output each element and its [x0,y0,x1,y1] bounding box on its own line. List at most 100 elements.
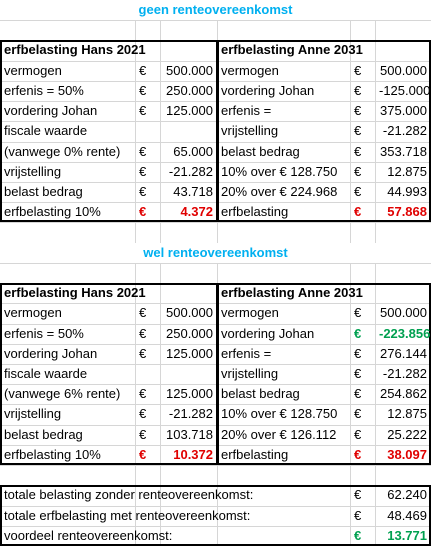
label: fiscale waarde [4,366,88,381]
value: 48.469 [387,507,427,523]
currency: € [354,204,362,220]
currency: € [354,366,362,381]
grid-line [0,404,431,406]
section-title: geen renteovereenkomst [0,0,431,20]
grid-line [0,101,431,103]
grid-line [0,505,431,507]
block-border [217,283,431,466]
value: 250.000 [166,325,213,341]
label: totale belasting zonder renteovereenkoms… [4,487,254,503]
grid-line [217,0,218,546]
label: vordering Johan [221,82,315,98]
currency: € [354,426,362,442]
label: vrijstelling [4,163,62,179]
value: 12.875 [387,406,427,422]
currency: € [354,406,362,422]
grid-line [375,0,376,546]
value: 125.000 [166,345,213,361]
label: vordering Johan [4,345,98,361]
currency: € [354,163,362,179]
value: 13.771 [387,527,427,543]
currency: € [354,487,362,503]
grid-line [135,0,136,546]
currency: € [139,143,147,159]
value: 500.000 [380,305,427,321]
grid-line [0,343,431,345]
currency: € [139,305,147,321]
currency: € [139,345,147,361]
grid-line [0,222,431,224]
currency: € [139,426,147,442]
label: vordering Johan [221,325,315,341]
value: 375.000 [380,103,427,119]
value: 353.718 [380,143,427,159]
currency: € [354,82,362,98]
currency: € [139,184,147,199]
label: vordering Johan [4,103,98,119]
grid-line [0,323,431,325]
value: 250.000 [166,82,213,98]
grid-line [0,80,431,82]
label: belast bedrag [221,143,300,159]
label: belast bedrag [4,184,83,199]
label: erfbelasting [221,204,289,220]
value: 57.868 [387,204,427,220]
currency: € [139,386,147,402]
currency: € [139,406,147,422]
label: vrijstelling [221,366,279,381]
value: -223.856 [379,325,431,341]
grid-line [0,262,431,264]
grid-line [0,525,431,527]
value: 500.000 [166,62,213,78]
value: -21.282 [382,366,427,381]
label: vermogen [221,305,279,321]
grid-line [0,202,431,204]
value: -21.282 [382,123,427,139]
totals-border [0,485,431,546]
currency: € [139,82,147,98]
block-header: erfbelasting Anne 2031 [221,285,363,301]
label: belast bedrag [221,386,300,402]
label: erfbelasting 10% [4,204,101,220]
currency: € [139,204,147,220]
grid-line [0,303,431,305]
label: vrijstelling [4,406,62,422]
currency: € [139,325,147,341]
currency: € [354,527,362,543]
label: totale erfbelasting met renteovereenkoms… [4,507,251,523]
label: belast bedrag [4,426,83,442]
label: vermogen [4,305,62,321]
value: 103.718 [166,426,213,442]
value: 276.144 [380,345,427,361]
value: 62.240 [387,487,427,503]
label: 10% over € 128.750 [221,406,338,422]
value: 254.862 [380,386,427,402]
currency: € [139,446,147,462]
currency: € [139,103,147,119]
grid-line [0,444,431,446]
value: -125.000 [379,82,431,98]
currency: € [354,507,362,523]
label: 10% over € 128.750 [221,163,338,179]
value: 500.000 [166,305,213,321]
grid-line [350,0,351,546]
currency: € [354,345,362,361]
label: (vanwege 0% rente) [4,143,121,159]
label: voordeel renteovereenkomst: [4,527,173,543]
label: erfenis = 50% [4,82,84,98]
currency: € [354,123,362,139]
grid-line [0,424,431,426]
currency: € [139,62,147,78]
value: -21.282 [168,163,213,179]
currency: € [354,143,362,159]
value: 43.718 [173,184,213,199]
value: 25.222 [387,426,427,442]
currency: € [354,386,362,402]
block-border [217,40,431,223]
value: 125.000 [166,386,213,402]
label: 20% over € 224.968 [221,184,338,199]
value: -21.282 [168,406,213,422]
label: fiscale waarde [4,123,88,139]
value: 12.875 [387,163,427,179]
